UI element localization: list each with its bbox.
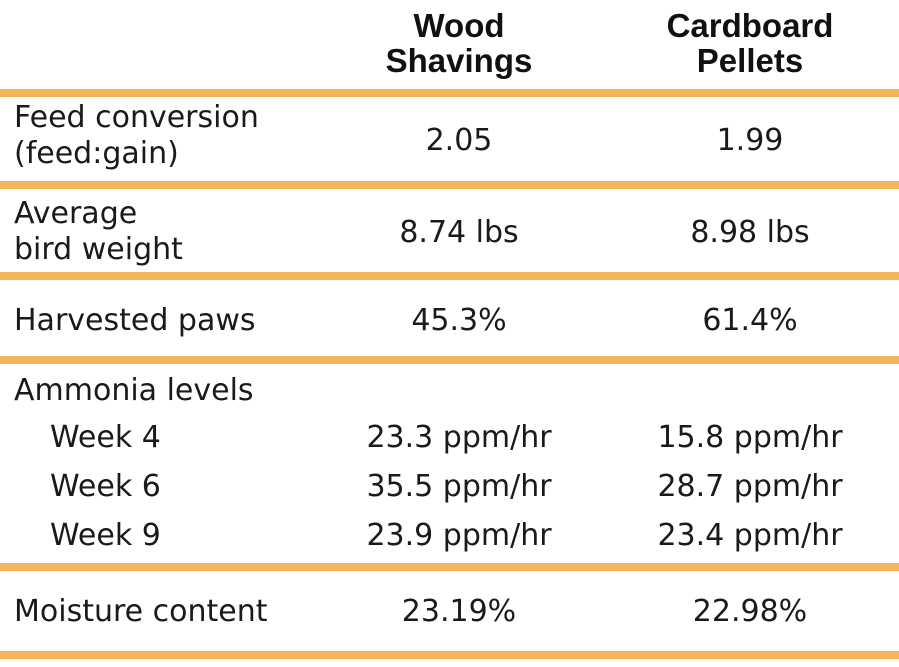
row-label-week-9: Week 9 [50,518,161,553]
row-label-line: Average [14,196,138,231]
column-header-line: Pellets [696,42,804,79]
cell-paws-cardboard: 61.4% [702,303,798,338]
cell-bird-weight-cardboard: 8.98 lbs [690,215,810,250]
row-label-line: Feed conversion [14,100,259,135]
row-label-moisture-content: Moisture content [14,594,268,629]
row-label-line: (feed:gain) [14,136,179,171]
row-label-ammonia-levels: Ammonia levels [14,373,254,408]
cell-ammonia-week-6-cardboard: 28.7 ppm/hr [657,469,843,504]
cell-paws-wood: 45.3% [411,303,507,338]
row-label-week-6: Week 6 [50,469,161,504]
cell-ammonia-week-9-cardboard: 23.4 ppm/hr [657,518,843,553]
row-label-feed-conversion: Feed conversion (feed:gain) [14,100,259,172]
row-divider [0,356,899,364]
cell-moisture-cardboard: 22.98% [692,594,808,629]
cell-bird-weight-wood: 8.74 lbs [399,215,519,250]
row-divider [0,563,899,571]
column-header-line: Wood [413,7,505,44]
column-header-wood-shavings: Wood Shavings [339,8,579,78]
row-label-line: bird weight [14,232,183,267]
cell-feed-conversion-wood: 2.05 [425,123,493,158]
cell-ammonia-week-6-wood: 35.5 ppm/hr [366,469,552,504]
row-divider [0,89,899,97]
cell-ammonia-week-4-cardboard: 15.8 ppm/hr [657,420,843,455]
cell-feed-conversion-cardboard: 1.99 [716,123,784,158]
cell-moisture-wood: 23.19% [401,594,517,629]
column-header-cardboard-pellets: Cardboard Pellets [630,8,870,78]
row-label-harvested-paws: Harvested paws [14,303,256,338]
row-divider [0,651,899,659]
row-divider [0,181,899,189]
cell-ammonia-week-9-wood: 23.9 ppm/hr [366,518,552,553]
column-header-line: Shavings [385,42,533,79]
row-divider [0,272,899,280]
cell-ammonia-week-4-wood: 23.3 ppm/hr [366,420,552,455]
row-label-week-4: Week 4 [50,420,161,455]
row-label-bird-weight: Average bird weight [14,196,183,268]
column-header-line: Cardboard [666,7,834,44]
